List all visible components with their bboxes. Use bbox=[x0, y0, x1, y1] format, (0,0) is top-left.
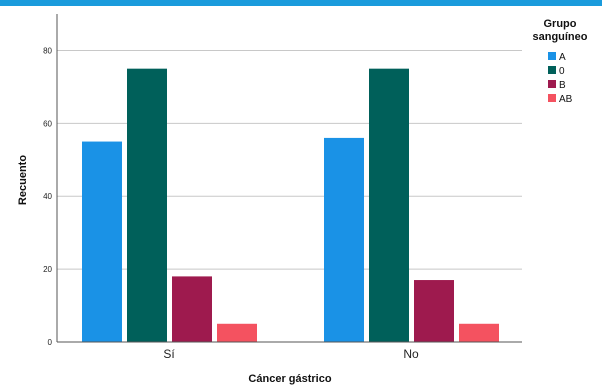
legend-title-line-1: Grupo bbox=[544, 18, 577, 30]
y-tick-label-0: 0 bbox=[48, 338, 53, 347]
y-tick-label-20: 20 bbox=[43, 265, 52, 274]
bars bbox=[82, 68, 499, 343]
legend-swatch-2 bbox=[548, 80, 556, 88]
legend-swatch-0 bbox=[548, 52, 556, 60]
legend-swatch-3 bbox=[548, 94, 556, 102]
x-axis-title: Cáncer gástrico bbox=[248, 373, 331, 385]
grid-lines bbox=[57, 49, 522, 270]
bar-1-2 bbox=[414, 280, 454, 342]
bar-0-3 bbox=[217, 323, 257, 342]
y-tick-label-80: 80 bbox=[43, 46, 52, 55]
bar-1-3 bbox=[459, 323, 499, 342]
x-category-label-1: No bbox=[403, 347, 419, 361]
y-axis-ticks: 0 20 40 60 80 bbox=[43, 46, 52, 347]
y-tick-label-40: 40 bbox=[43, 192, 52, 201]
legend-label-2: B bbox=[559, 80, 566, 91]
axes bbox=[56, 14, 522, 343]
legend-label-3: AB bbox=[559, 94, 573, 105]
bar-0-0 bbox=[82, 141, 122, 342]
legend: Grupo sanguíneo A 0 B AB bbox=[532, 18, 587, 105]
legend-label-1: 0 bbox=[559, 66, 565, 77]
bar-0-1 bbox=[127, 68, 167, 343]
top-accent-strip bbox=[0, 0, 602, 6]
legend-label-0: A bbox=[559, 52, 566, 63]
bar-1-1 bbox=[369, 68, 409, 343]
legend-title-line-2: sanguíneo bbox=[532, 31, 587, 43]
bar-1-0 bbox=[324, 137, 364, 342]
x-category-label-0: Sí bbox=[163, 347, 175, 361]
legend-items: A 0 B AB bbox=[548, 52, 573, 105]
x-axis-categories: Sí No bbox=[163, 347, 419, 361]
bar-0-2 bbox=[172, 276, 212, 342]
legend-swatch-1 bbox=[548, 66, 556, 74]
y-axis-title: Recuento bbox=[17, 155, 29, 205]
y-tick-label-60: 60 bbox=[43, 119, 52, 128]
